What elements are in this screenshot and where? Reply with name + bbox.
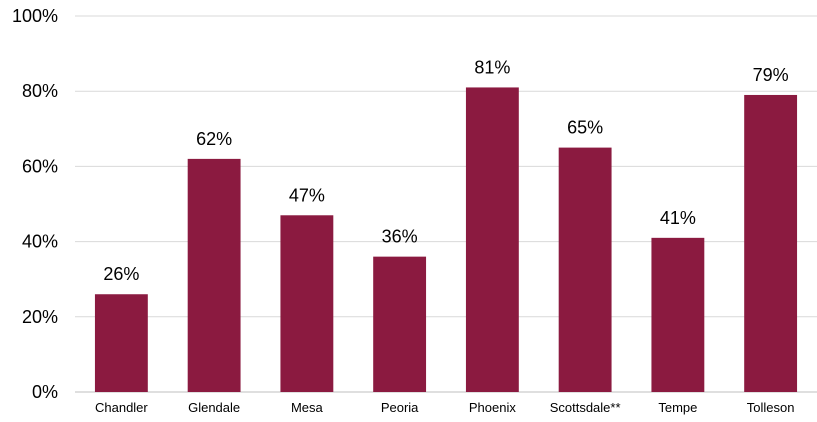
gridlines xyxy=(75,15,817,393)
x-tick-label: Scottsdale** xyxy=(550,400,621,415)
data-label: 65% xyxy=(567,118,603,138)
bar-peoria xyxy=(373,256,427,392)
data-label: 41% xyxy=(660,208,696,228)
x-tick-label: Phoenix xyxy=(469,400,516,415)
bar-tempe xyxy=(651,237,705,392)
x-tick-label: Tolleson xyxy=(747,400,795,415)
data-labels: 26% 62% 47% 36% 81% 65% 41% 79% xyxy=(103,57,788,284)
y-tick-label: 0% xyxy=(32,382,58,402)
bars xyxy=(94,87,798,393)
y-axis-ticks: 0% 20% 40% 60% 80% 100% xyxy=(12,6,58,402)
x-tick-label: Mesa xyxy=(291,400,324,415)
bar-chandler xyxy=(94,294,148,392)
data-label: 36% xyxy=(382,227,418,247)
data-label: 79% xyxy=(753,65,789,85)
bar-tolleson xyxy=(744,94,798,393)
y-tick-label: 100% xyxy=(12,6,58,26)
y-tick-label: 20% xyxy=(22,307,58,327)
bar-glendale xyxy=(187,158,241,392)
y-tick-label: 80% xyxy=(22,81,58,101)
data-label: 81% xyxy=(474,57,510,77)
x-axis-ticks: Chandler Glendale Mesa Peoria Phoenix Scottsd… xyxy=(95,400,794,415)
data-label: 26% xyxy=(103,264,139,284)
x-tick-label: Chandler xyxy=(95,400,148,415)
x-tick-label: Tempe xyxy=(658,400,697,415)
x-tick-label: Glendale xyxy=(188,400,240,415)
y-tick-label: 60% xyxy=(22,156,58,176)
x-tick-label: Peoria xyxy=(381,400,419,415)
bar-mesa xyxy=(280,215,334,392)
bar-scottsdale xyxy=(558,147,612,392)
y-tick-label: 40% xyxy=(22,232,58,252)
data-label: 62% xyxy=(196,129,232,149)
data-label: 47% xyxy=(289,185,325,205)
bar-phoenix xyxy=(465,87,519,392)
